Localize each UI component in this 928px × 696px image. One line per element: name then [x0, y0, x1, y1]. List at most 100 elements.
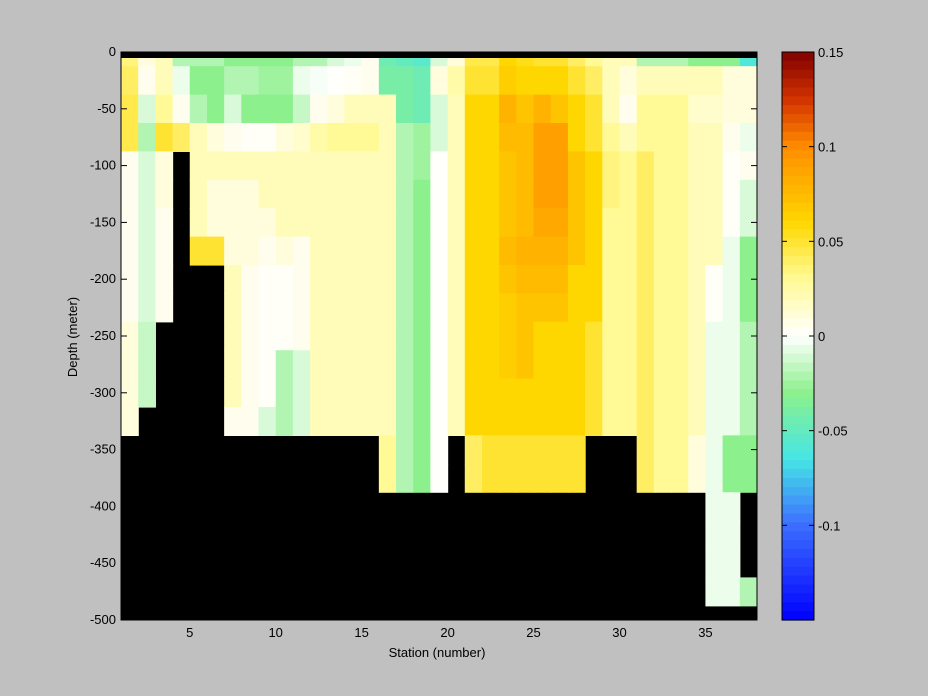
heatmap-cell: [585, 321, 603, 351]
heatmap-cell: [722, 577, 741, 607]
heatmap-cell: [155, 123, 174, 152]
heatmap-cell: [516, 179, 535, 209]
heatmap-cell: [671, 378, 689, 408]
heatmap-cell: [241, 407, 260, 436]
heatmap-cell: [292, 265, 311, 294]
heatmap-cell: [567, 435, 586, 465]
heatmap-cell: [413, 321, 432, 351]
heatmap-cell: [241, 293, 260, 323]
colorbar-step: [782, 300, 814, 310]
heatmap-cell: [739, 94, 758, 124]
heatmap-cell: [705, 435, 724, 465]
colorbar-step: [782, 149, 814, 160]
heatmap-cell: [224, 179, 242, 209]
heatmap-cell: [671, 407, 689, 436]
heatmap-cell: [533, 58, 552, 67]
x-tick-label: 5: [186, 625, 193, 640]
heatmap-cell: [619, 236, 638, 266]
heatmap-cell: [499, 66, 517, 96]
heatmap-cell: [292, 407, 311, 436]
heatmap-cell: [653, 123, 672, 152]
heatmap-cell: [464, 58, 483, 67]
heatmap-cell: [671, 123, 689, 152]
heatmap-cell: [447, 208, 466, 238]
heatmap-cell: [533, 350, 552, 380]
heatmap-cell: [636, 58, 655, 67]
heatmap-cell: [292, 293, 311, 323]
heatmap-cell: [172, 123, 191, 152]
heatmap-cell: [155, 58, 174, 67]
heatmap-cell: [121, 208, 139, 238]
heatmap-cell: [206, 58, 225, 67]
heatmap-cell: [653, 463, 672, 493]
heatmap-cell: [344, 236, 363, 266]
heatmap-cell: [705, 378, 724, 408]
heatmap-cell: [567, 151, 586, 181]
heatmap-cell: [722, 520, 741, 550]
heatmap-cell: [636, 407, 655, 436]
colorbar-step: [782, 185, 814, 195]
heatmap-cell: [567, 208, 586, 238]
heatmap-cell: [121, 265, 139, 294]
heatmap-cell: [705, 208, 724, 238]
heatmap-cell: [344, 350, 363, 380]
heatmap-cell: [258, 151, 277, 181]
heatmap-cell: [396, 58, 414, 67]
heatmap-cell: [688, 94, 707, 124]
colorbar-step: [782, 194, 814, 204]
heatmap-cell: [671, 236, 689, 266]
heatmap-cell: [516, 435, 535, 465]
colorbar-step: [782, 344, 814, 355]
heatmap-cell: [585, 378, 603, 408]
heatmap-cell: [121, 321, 139, 351]
heatmap-cell: [361, 179, 380, 209]
heatmap-cell: [361, 407, 380, 436]
heatmap-cell: [688, 463, 707, 493]
heatmap-cell: [121, 58, 139, 67]
heatmap-cell: [619, 66, 638, 96]
heatmap-cell: [292, 350, 311, 380]
heatmap-cell: [155, 66, 174, 96]
y-tick-label: -150: [90, 214, 116, 229]
heatmap-cell: [121, 293, 139, 323]
colorbar-step: [782, 442, 814, 452]
heatmap-cell: [722, 492, 741, 522]
heatmap-cell: [585, 151, 603, 181]
heatmap-cell: [671, 151, 689, 181]
heatmap-cell: [121, 94, 139, 124]
heatmap-cell: [739, 58, 758, 67]
y-tick-label: -450: [90, 555, 116, 570]
heatmap-cell: [550, 58, 569, 67]
heatmap-cell: [619, 94, 638, 124]
heatmap-cell: [430, 94, 449, 124]
heatmap-cell: [447, 350, 466, 380]
heatmap-cell: [344, 179, 363, 209]
heatmap-cell: [481, 123, 500, 152]
heatmap-cell: [585, 66, 603, 96]
heatmap-cell: [310, 123, 328, 152]
heatmap-cell: [619, 58, 638, 67]
heatmap-cell: [705, 407, 724, 436]
colorbar-step: [782, 424, 814, 435]
heatmap-cell: [585, 407, 603, 436]
heatmap-cell: [430, 58, 449, 67]
heatmap-cell: [705, 577, 724, 607]
heatmap-cell: [602, 293, 621, 323]
heatmap-cell: [533, 66, 552, 96]
colorbar-step: [782, 566, 814, 577]
heatmap-cell: [275, 293, 294, 323]
heatmap-cell: [481, 435, 500, 465]
heatmap-cell: [327, 208, 346, 238]
heatmap-cell: [464, 378, 483, 408]
colorbar-tick-label: -0.05: [818, 424, 848, 439]
heatmap-cell: [344, 265, 363, 294]
heatmap-cell: [224, 265, 242, 294]
heatmap-cell: [361, 66, 380, 96]
colorbar-step: [782, 531, 814, 541]
colorbar-step: [782, 389, 814, 399]
heatmap-cell: [671, 179, 689, 209]
heatmap-cell: [688, 58, 707, 67]
heatmap-cell: [567, 58, 586, 67]
colorbar-step: [782, 131, 814, 142]
